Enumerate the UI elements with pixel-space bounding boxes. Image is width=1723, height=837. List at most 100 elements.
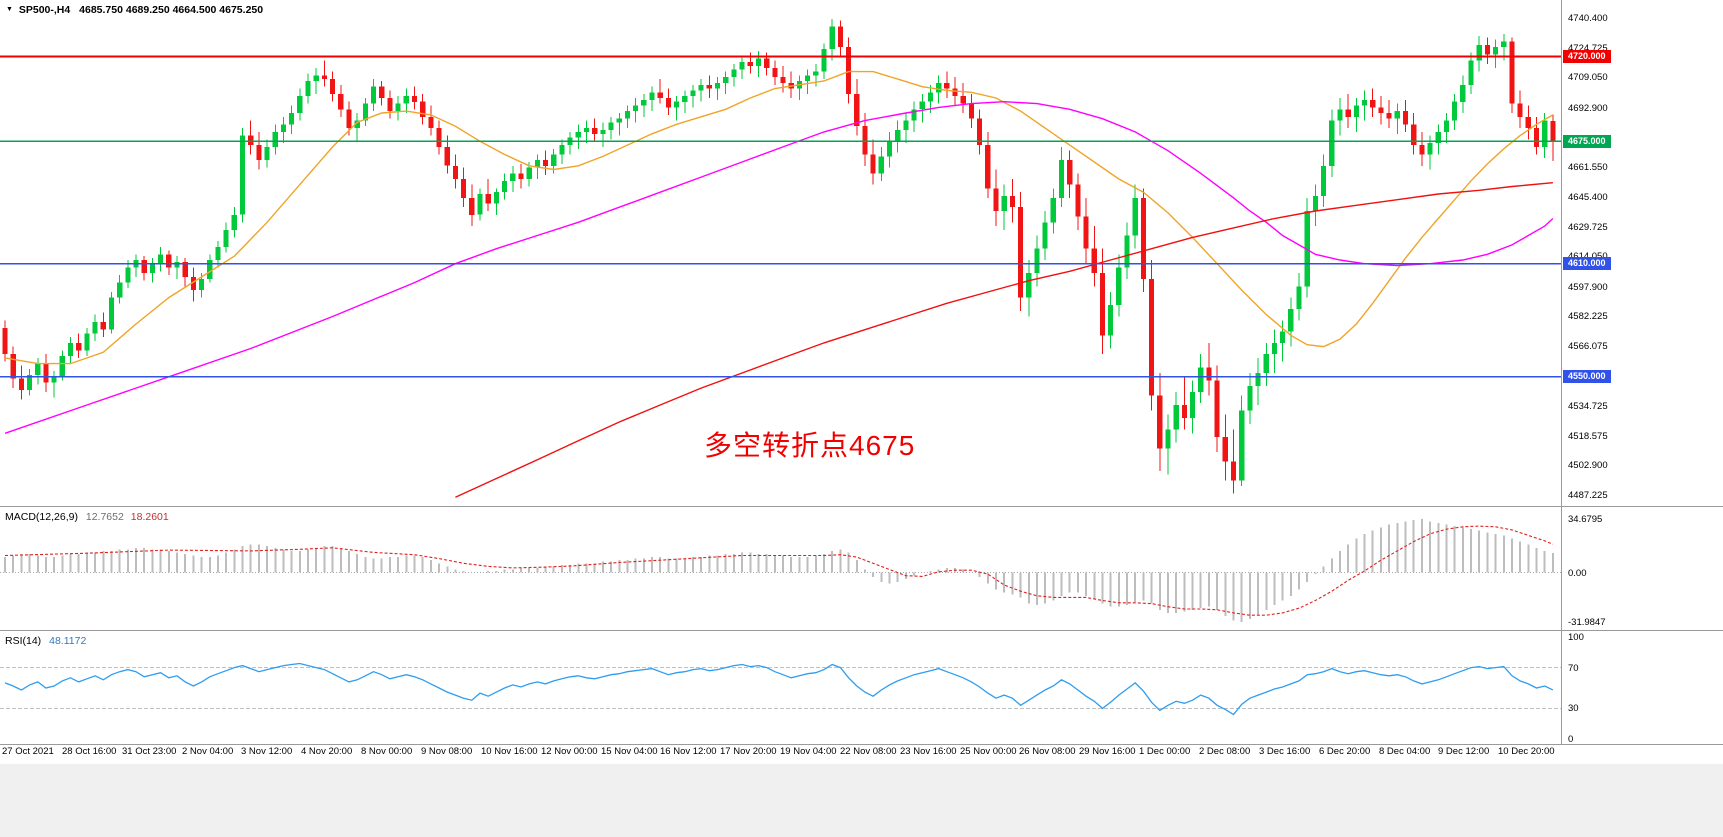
candle-body	[43, 363, 49, 383]
candle-body	[51, 376, 57, 383]
candle-body	[1452, 101, 1458, 121]
candle-body	[1550, 121, 1556, 141]
price-tick-label: 4518.575	[1568, 431, 1608, 442]
candle-body	[649, 92, 655, 100]
candle-body	[510, 173, 516, 181]
candle-body	[485, 194, 491, 204]
candle-body	[723, 77, 729, 83]
candle-body	[698, 84, 704, 91]
candle-body	[248, 135, 254, 145]
rsi-indicator-label: RSI(14) 48.1172	[5, 635, 86, 647]
time-label: 25 Nov 00:00	[960, 746, 1017, 757]
candle-body	[1345, 109, 1351, 117]
candle-body	[1034, 248, 1040, 274]
chart-canvas[interactable]	[0, 0, 1723, 764]
candle-body	[878, 156, 884, 174]
candle-body	[985, 145, 991, 189]
price-line-badge: 4550.000	[1563, 370, 1611, 383]
candle-body	[936, 82, 942, 93]
candle-body	[1042, 222, 1048, 249]
candle-body	[452, 165, 458, 179]
candle-body	[289, 113, 295, 125]
candle-body	[362, 103, 368, 121]
candle-body	[100, 322, 106, 330]
candle-body	[1091, 248, 1097, 274]
candle-body	[1329, 120, 1335, 166]
time-label: 8 Dec 04:00	[1379, 746, 1431, 757]
candle-body	[346, 109, 352, 129]
chart-text-annotation[interactable]: 多空转折点4675	[704, 430, 916, 461]
candle-body	[436, 128, 442, 147]
time-label: 10 Dec 20:00	[1498, 746, 1555, 757]
candle-body	[1140, 197, 1146, 279]
candle-body	[821, 49, 827, 72]
candle-body	[608, 122, 614, 130]
time-axis[interactable]: 27 Oct 2021 28 Oct 16:00 31 Oct 23:00 2 Nov…	[0, 746, 1723, 762]
candle-body	[1026, 273, 1032, 298]
candle-body	[117, 282, 123, 298]
chart-title: ▼ SP500-,H4 4685.750 4689.250 4664.500 4…	[6, 4, 263, 16]
candle-body	[1124, 235, 1130, 268]
macd-tick-label: -31.9847	[1568, 617, 1606, 628]
candle-body	[502, 180, 508, 193]
candle-body	[469, 197, 475, 215]
time-label: 9 Dec 12:00	[1438, 746, 1490, 757]
price-tick-label: 4629.725	[1568, 222, 1608, 233]
candle-body	[1230, 461, 1237, 481]
candle-body	[1190, 391, 1196, 419]
candle-body	[665, 98, 671, 108]
candle-body	[387, 98, 393, 112]
candle-body	[330, 79, 336, 95]
candle-body	[1271, 342, 1277, 355]
candle-body	[1361, 99, 1368, 106]
candle-body	[755, 58, 762, 66]
candle-body	[624, 111, 630, 119]
time-label: 1 Dec 00:00	[1139, 746, 1191, 757]
candle-body	[1468, 60, 1474, 85]
candle-body	[1149, 278, 1155, 396]
time-label: 26 Nov 08:00	[1019, 746, 1076, 757]
candle-body	[977, 118, 983, 146]
candle-body	[76, 342, 82, 351]
chart-menu-icon[interactable]: ▼	[6, 6, 13, 13]
price-line-badge: 4720.000	[1563, 50, 1611, 63]
candle-body	[1198, 367, 1204, 392]
candle-body	[1517, 103, 1523, 117]
candle-body	[1050, 197, 1056, 223]
time-label: 4 Nov 20:00	[301, 746, 353, 757]
price-tick-label: 4661.550	[1568, 162, 1608, 173]
candle-body	[444, 146, 450, 166]
candle-body	[1370, 99, 1376, 108]
macd-signal-value: 18.2601	[130, 511, 169, 523]
candle-body	[1206, 367, 1212, 381]
candle-body	[559, 145, 565, 155]
time-label: 22 Nov 08:00	[840, 746, 897, 757]
candle-body	[125, 267, 131, 283]
candle-body	[1443, 120, 1449, 132]
time-label: 31 Oct 23:00	[122, 746, 177, 757]
candle-body	[682, 96, 688, 102]
candle-body	[1214, 380, 1220, 437]
time-label: 3 Dec 16:00	[1259, 746, 1311, 757]
candle-body	[338, 94, 344, 110]
candle-body	[837, 26, 843, 48]
price-tick-label: 4724.725	[1568, 43, 1608, 54]
rsi-tick-label: 70	[1568, 663, 1579, 674]
candle-body	[1419, 145, 1425, 155]
macd-tick-label: 34.6795	[1568, 514, 1603, 525]
candle-body	[1460, 84, 1466, 102]
candle-body	[493, 192, 499, 204]
candle-body	[1132, 197, 1138, 236]
candle-body	[1509, 41, 1515, 104]
price-scale[interactable]: 4740.400 4724.725 4709.050 4692.900 4661.550…	[1562, 0, 1723, 764]
candle-body	[1173, 405, 1179, 430]
candle-body	[1001, 195, 1007, 211]
candle-body	[952, 88, 958, 96]
candle-body	[592, 128, 598, 134]
candle-body	[174, 261, 180, 268]
rsi-line	[4, 662, 1554, 716]
candle-body	[518, 173, 524, 179]
candle-body	[813, 71, 819, 76]
candle-body	[534, 160, 540, 168]
time-label: 9 Nov 08:00	[421, 746, 473, 757]
